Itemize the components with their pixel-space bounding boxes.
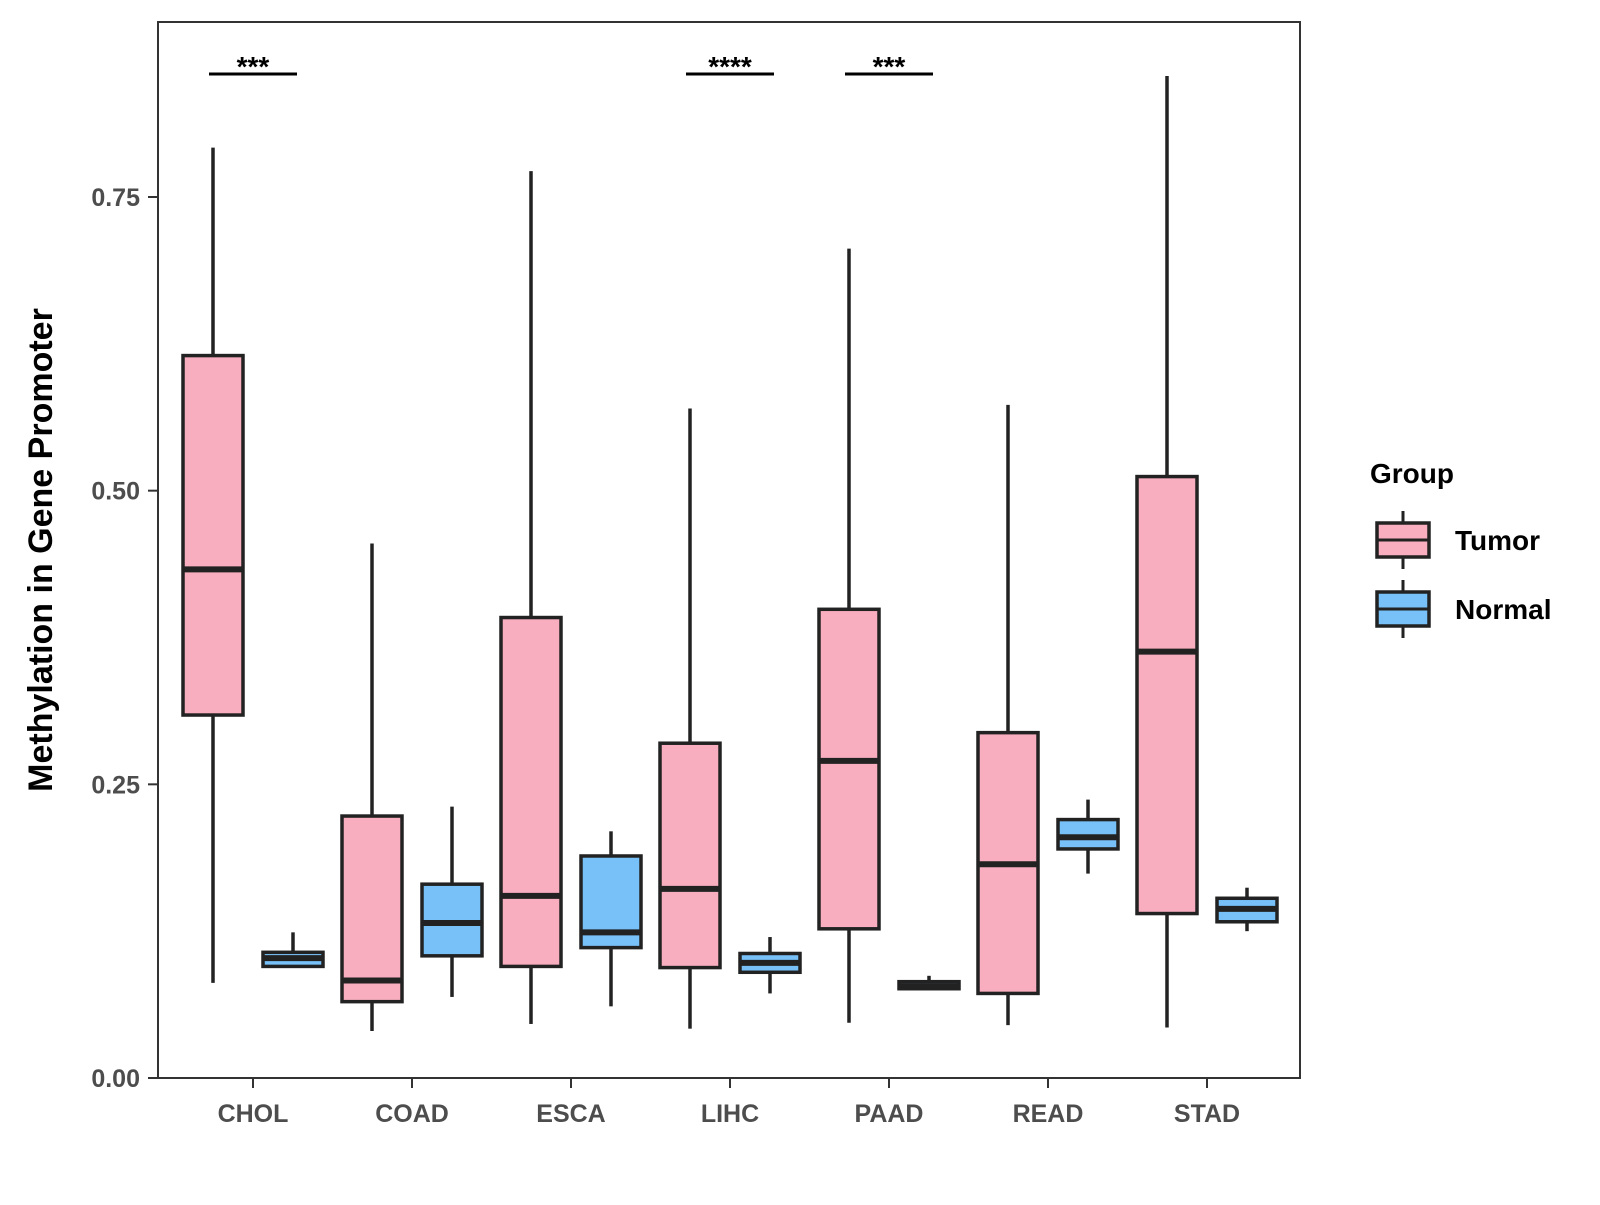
box-normal-esca xyxy=(579,831,643,1007)
box-normal-paad xyxy=(897,975,961,991)
box-tumor-lihc xyxy=(658,408,722,1029)
significance-chol: *** xyxy=(209,51,297,82)
legend-title: Group xyxy=(1370,458,1454,489)
x-tick-label-stad: STAD xyxy=(1174,1100,1240,1128)
box-normal-read xyxy=(1056,799,1120,874)
y-axis: 0.00 0.25 0.50 0.75 xyxy=(91,184,158,1093)
significance-paad: *** xyxy=(845,51,933,82)
x-tick-label-read: READ xyxy=(1013,1100,1084,1128)
y-tick-label: 0.00 xyxy=(91,1065,140,1093)
box-normal-coad xyxy=(420,806,484,997)
x-axis: CHOL COAD ESCA LIHC PAAD READ STAD xyxy=(218,1078,1240,1128)
plot-panel-border xyxy=(157,21,1301,1079)
box-normal-stad xyxy=(1215,887,1279,932)
x-tick-label-esca: ESCA xyxy=(536,1100,605,1128)
boxes-layer xyxy=(181,76,1279,1032)
legend-label-normal: Normal xyxy=(1455,594,1551,625)
legend-label-tumor: Tumor xyxy=(1455,525,1540,556)
box-normal-lihc xyxy=(738,937,802,994)
y-axis-title: Methylation in Gene Promoter xyxy=(22,308,60,792)
box-iqr xyxy=(1135,474,1199,916)
legend: Group Tumor Normal xyxy=(1370,458,1551,638)
x-tick-label-lihc: LIHC xyxy=(701,1100,759,1128)
significance-layer: *** **** *** xyxy=(209,51,933,82)
significance-lihc: **** xyxy=(686,51,774,82)
y-tick-label: 0.25 xyxy=(91,771,140,799)
y-tick-label: 0.75 xyxy=(91,184,140,212)
box-iqr xyxy=(499,615,563,969)
box-iqr xyxy=(340,814,404,1004)
y-tick-label: 0.50 xyxy=(91,478,140,506)
box-iqr xyxy=(817,607,881,931)
box-tumor-coad xyxy=(340,543,404,1032)
legend-entry-tumor: Tumor xyxy=(1375,511,1540,569)
box-tumor-chol xyxy=(181,147,245,983)
box-normal-chol xyxy=(261,932,325,969)
box-tumor-esca xyxy=(499,171,563,1024)
box-iqr xyxy=(181,353,245,717)
box-iqr xyxy=(658,741,722,970)
box-tumor-stad xyxy=(1135,76,1199,1028)
x-tick-label-chol: CHOL xyxy=(218,1100,289,1128)
significance-label: **** xyxy=(708,51,752,82)
box-tumor-paad xyxy=(817,248,881,1023)
legend-entry-normal: Normal xyxy=(1375,580,1551,638)
box-tumor-read xyxy=(976,404,1040,1026)
significance-label: *** xyxy=(237,51,270,82)
x-tick-label-coad: COAD xyxy=(375,1100,449,1128)
significance-label: *** xyxy=(873,51,906,82)
x-tick-label-paad: PAAD xyxy=(855,1100,924,1128)
